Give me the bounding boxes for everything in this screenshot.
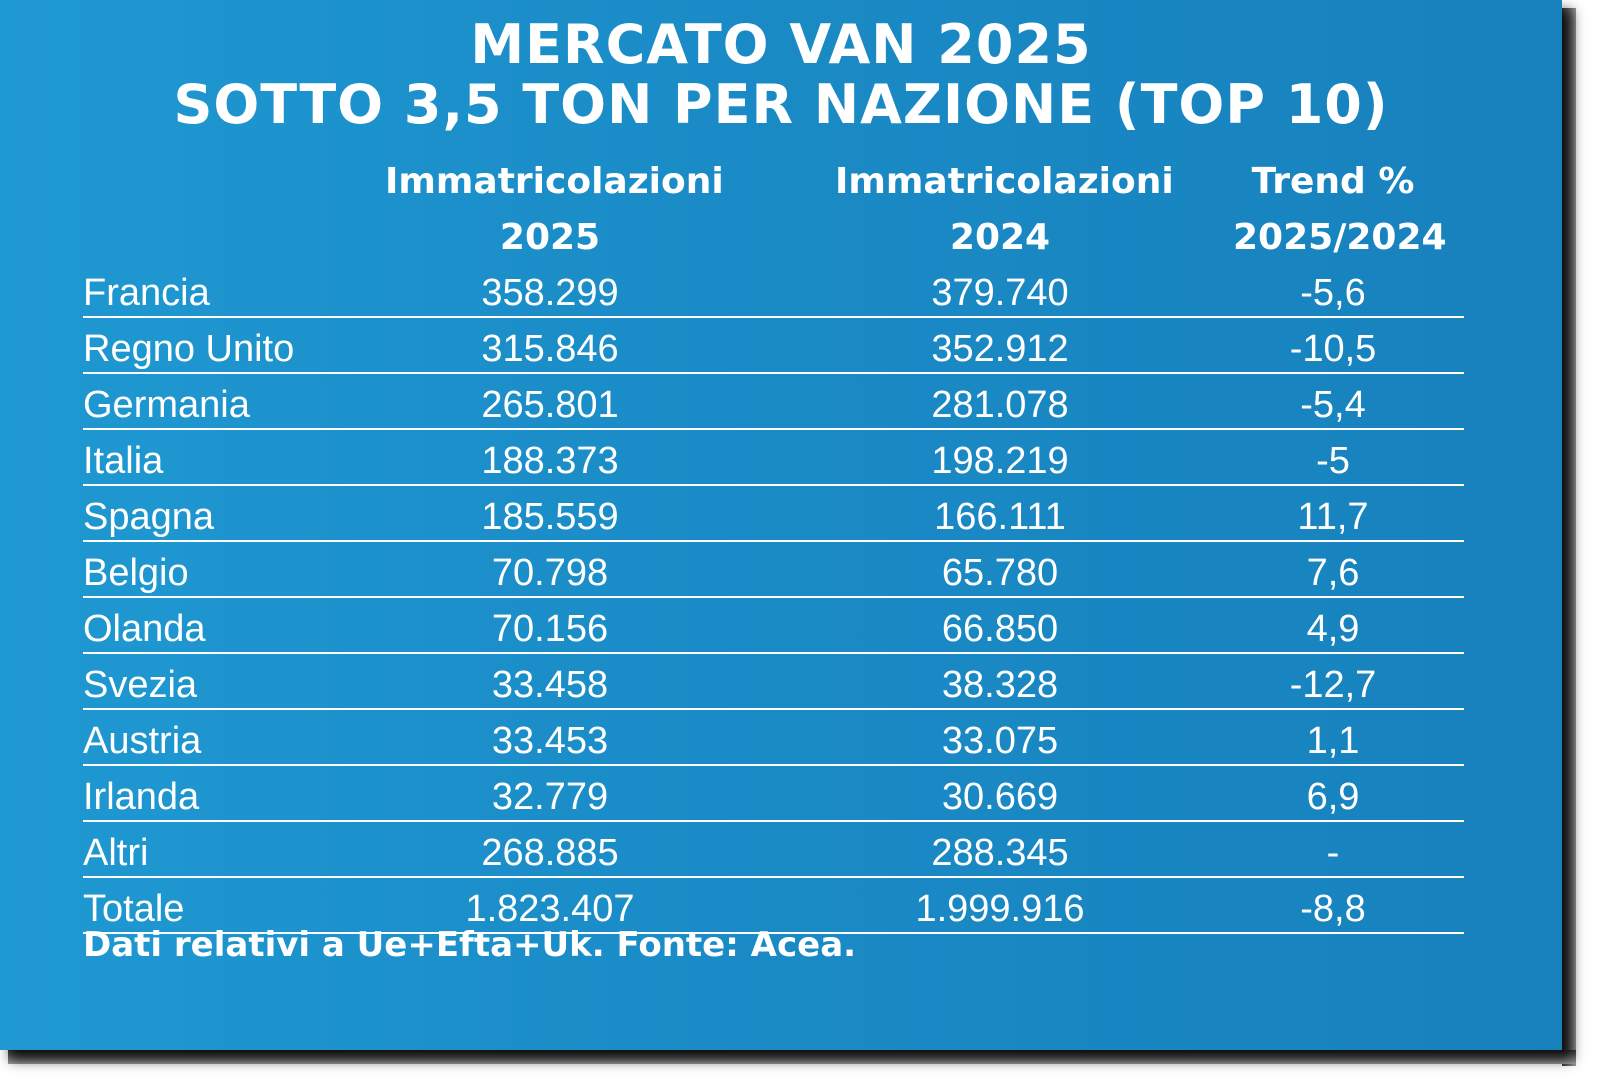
registrations-2025-cell: 70.798: [491, 552, 609, 594]
registrations-2025-cell: 315.846: [481, 328, 619, 370]
country-cell: Germania: [83, 384, 250, 426]
country-cell: Irlanda: [83, 776, 200, 818]
table-row: Totale 1.823.407 1.999.916 -8,8: [83, 878, 1464, 934]
card-shadow-bottom: [8, 1050, 1576, 1064]
table-row: Italia 188.373 198.219 -5: [83, 430, 1464, 486]
country-cell: Austria: [83, 720, 202, 762]
header-trend-label: Trend %: [1251, 161, 1415, 202]
registrations-2025-cell: 358.299: [481, 272, 619, 314]
country-cell: Italia: [83, 440, 164, 482]
trend-cell: -12,7: [1289, 664, 1377, 706]
header-registrations-2025-year: 2025: [499, 217, 601, 258]
table-row: Regno Unito 315.846 352.912 -10,5: [83, 318, 1464, 374]
header-registrations-2024-year: 2024: [949, 217, 1051, 258]
registrations-2025-cell: 268.885: [481, 832, 619, 874]
title-line-1: MERCATO VAN 2025: [470, 13, 1092, 76]
trend-cell: -5: [1316, 440, 1350, 482]
trend-cell: -5,4: [1300, 384, 1366, 426]
country-cell: Olanda: [83, 608, 206, 650]
header-registrations-2024-label: Immatricolazioni: [835, 161, 1174, 202]
card-shadow-right: [1562, 8, 1576, 1066]
data-table: Francia 358.299 379.740 -5,6 Regno Unito 315.…: [83, 262, 1464, 934]
header-trend-period: 2025/2024: [1233, 217, 1447, 258]
table-row: Austria 33.453 33.075 1,1: [83, 710, 1464, 766]
country-cell: Altri: [83, 832, 149, 874]
registrations-2025-cell: 188.373: [481, 440, 619, 482]
country-cell: Francia: [83, 272, 210, 314]
header-registrations-2024: Immatricolazioni 2024: [835, 154, 1174, 266]
registrations-2024-cell: 38.328: [941, 664, 1059, 706]
trend-cell: 4,9: [1306, 608, 1360, 650]
header-registrations-2025-label: Immatricolazioni: [385, 161, 724, 202]
registrations-2024-cell: 281.078: [931, 384, 1069, 426]
header-trend: Trend % 2025/2024: [1233, 154, 1447, 266]
registrations-2025-cell: 70.156: [491, 608, 609, 650]
table-row: Altri 268.885 288.345 -: [83, 822, 1464, 878]
country-cell: Totale: [83, 888, 185, 930]
registrations-2024-cell: 33.075: [941, 720, 1059, 762]
table-row: Olanda 70.156 66.850 4,9: [83, 598, 1464, 654]
trend-cell: -: [1326, 832, 1340, 874]
registrations-2025-cell: 185.559: [481, 496, 619, 538]
table-row: Svezia 33.458 38.328 -12,7: [83, 654, 1464, 710]
registrations-2024-cell: 166.111: [934, 496, 1066, 538]
title-line-2: SOTTO 3,5 TON PER NAZIONE (TOP 10): [173, 73, 1389, 136]
registrations-2024-cell: 288.345: [931, 832, 1069, 874]
trend-cell: -10,5: [1289, 328, 1377, 370]
table-row: Francia 358.299 379.740 -5,6: [83, 262, 1464, 318]
table-row: Germania 265.801 281.078 -5,4: [83, 374, 1464, 430]
registrations-2024-cell: 30.669: [941, 776, 1059, 818]
table-row: Spagna 185.559 166.111 11,7: [83, 486, 1464, 542]
trend-cell: 7,6: [1306, 552, 1360, 594]
country-cell: Spagna: [83, 496, 215, 538]
header-registrations-2025: Immatricolazioni 2025: [385, 154, 724, 266]
registrations-2024-cell: 1.999.916: [915, 888, 1085, 930]
registrations-2025-cell: 33.453: [491, 720, 609, 762]
registrations-2025-cell: 33.458: [491, 664, 609, 706]
registrations-2024-cell: 65.780: [941, 552, 1059, 594]
registrations-2024-cell: 66.850: [941, 608, 1059, 650]
trend-cell: 1,1: [1306, 720, 1360, 762]
trend-cell: 6,9: [1306, 776, 1360, 818]
country-cell: Belgio: [83, 552, 189, 594]
source-note: Dati relativi a Ue+Efta+Uk. Fonte: Acea.: [83, 925, 857, 965]
trend-cell: -8,8: [1300, 888, 1366, 930]
table-row: Irlanda 32.779 30.669 6,9: [83, 766, 1464, 822]
registrations-2025-cell: 265.801: [481, 384, 619, 426]
registrations-2025-cell: 32.779: [491, 776, 609, 818]
country-cell: Regno Unito: [83, 328, 295, 370]
registrations-2024-cell: 379.740: [931, 272, 1069, 314]
registrations-2024-cell: 198.219: [931, 440, 1069, 482]
trend-cell: 11,7: [1297, 496, 1369, 538]
country-cell: Svezia: [83, 664, 198, 706]
table-row: Belgio 70.798 65.780 7,6: [83, 542, 1464, 598]
registrations-2025-cell: 1.823.407: [465, 888, 635, 930]
trend-cell: -5,6: [1300, 272, 1366, 314]
infographic-card: MERCATO VAN 2025 SOTTO 3,5 TON PER NAZIO…: [0, 0, 1562, 1050]
registrations-2024-cell: 352.912: [931, 328, 1069, 370]
